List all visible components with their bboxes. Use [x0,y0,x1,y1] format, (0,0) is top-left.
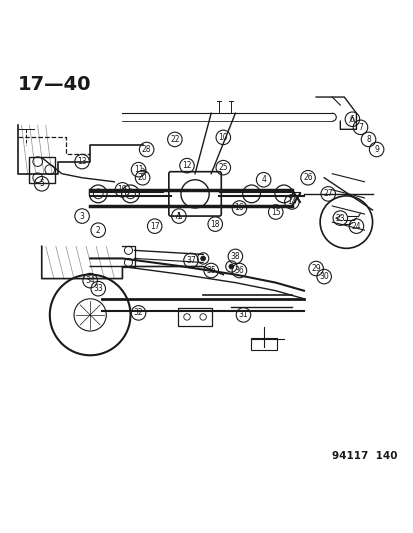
Text: 3: 3 [79,212,84,221]
FancyBboxPatch shape [178,308,211,326]
Text: 33: 33 [93,284,103,293]
Text: 23: 23 [335,214,344,223]
Text: 38: 38 [230,252,240,261]
Text: 6: 6 [349,115,354,124]
Text: 30: 30 [318,272,328,281]
Text: 27: 27 [323,189,332,198]
Text: 20: 20 [138,173,147,182]
Text: 11: 11 [133,165,143,174]
Text: 22: 22 [170,135,179,144]
Text: 28: 28 [142,145,151,154]
FancyBboxPatch shape [169,172,221,216]
Text: 10: 10 [218,133,228,142]
Text: 4: 4 [261,175,266,184]
Text: 94117  140: 94117 140 [332,451,397,461]
Text: 12: 12 [182,161,191,170]
Text: 31: 31 [238,310,248,319]
Text: 29: 29 [311,264,320,273]
Text: 1: 1 [176,212,181,221]
Text: 14: 14 [286,197,296,206]
Text: 37: 37 [186,256,195,265]
Text: 19: 19 [117,185,127,195]
Text: 24: 24 [351,222,361,231]
Text: 2: 2 [96,225,100,235]
Text: 8: 8 [365,135,370,144]
Text: 7: 7 [357,123,362,132]
Text: 16: 16 [234,204,244,213]
Text: 25: 25 [218,163,228,172]
Text: 35: 35 [206,266,216,275]
Text: 17—40: 17—40 [17,75,91,94]
FancyBboxPatch shape [29,157,55,183]
Text: 18: 18 [210,220,219,229]
Circle shape [200,256,205,261]
Text: 34: 34 [85,276,95,285]
Text: 36: 36 [234,266,244,275]
Text: 15: 15 [270,207,280,216]
Circle shape [228,264,233,269]
Text: 32: 32 [133,309,143,317]
Text: 9: 9 [373,145,378,154]
Text: 5: 5 [39,179,44,188]
Text: 26: 26 [302,173,312,182]
Text: 17: 17 [150,222,159,231]
Text: 13: 13 [77,157,87,166]
FancyBboxPatch shape [250,338,276,350]
